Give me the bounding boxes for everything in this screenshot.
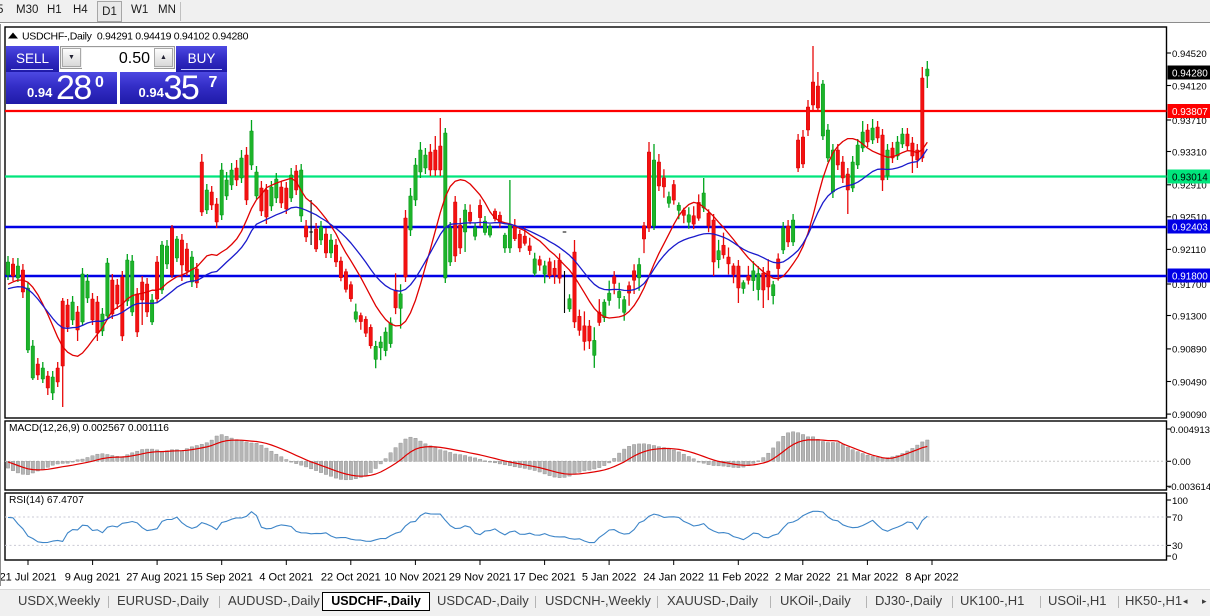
svg-text:0.94280: 0.94280 [1172, 68, 1208, 79]
svg-text:21 Mar 2022: 21 Mar 2022 [837, 572, 899, 584]
svg-text:11 Feb 2022: 11 Feb 2022 [708, 572, 769, 584]
svg-text:5 Jan 2022: 5 Jan 2022 [582, 572, 636, 584]
svg-text:0.90490: 0.90490 [1172, 377, 1207, 388]
svg-text:MACD(12,26,9) 0.002567 0.00111: MACD(12,26,9) 0.002567 0.001116 [9, 423, 169, 434]
svg-text:8 Apr 2022: 8 Apr 2022 [905, 572, 958, 584]
svg-text:USDCHF-,Daily 0.94291 0.94419: USDCHF-,Daily 0.94291 0.94419 0.94102 0.… [22, 31, 249, 43]
svg-text:0.94120: 0.94120 [1172, 81, 1207, 92]
svg-text:22 Oct 2021: 22 Oct 2021 [321, 572, 381, 584]
svg-text:0.93710: 0.93710 [1172, 116, 1207, 127]
svg-text:10 Nov 2021: 10 Nov 2021 [384, 572, 446, 584]
svg-text:0.94520: 0.94520 [1172, 49, 1207, 60]
svg-text:0.93807: 0.93807 [1172, 107, 1208, 118]
svg-text:24 Jan 2022: 24 Jan 2022 [643, 572, 704, 584]
svg-text:0.90090: 0.90090 [1172, 410, 1207, 421]
svg-text:0.93310: 0.93310 [1172, 147, 1207, 158]
svg-text:-0.003614: -0.003614 [1168, 482, 1210, 493]
svg-text:15 Sep 2021: 15 Sep 2021 [191, 572, 253, 584]
svg-text:0.92510: 0.92510 [1172, 213, 1207, 224]
svg-text:0.93014: 0.93014 [1172, 172, 1208, 183]
svg-text:0: 0 [1172, 552, 1177, 563]
svg-text:0.91300: 0.91300 [1172, 311, 1207, 322]
svg-text:0.91700: 0.91700 [1172, 280, 1207, 291]
svg-text:100: 100 [1172, 496, 1188, 507]
svg-text:0.90890: 0.90890 [1172, 345, 1207, 356]
svg-text:29 Nov 2021: 29 Nov 2021 [449, 572, 511, 584]
svg-text:9 Aug 2021: 9 Aug 2021 [65, 572, 121, 584]
svg-text:RSI(14) 67.4707: RSI(14) 67.4707 [9, 495, 84, 506]
svg-text:0.004913: 0.004913 [1170, 425, 1210, 436]
svg-text:4 Oct 2021: 4 Oct 2021 [259, 572, 313, 584]
svg-text:0.92403: 0.92403 [1172, 222, 1208, 233]
svg-text:27 Aug 2021: 27 Aug 2021 [126, 572, 188, 584]
svg-text:0.92110: 0.92110 [1172, 245, 1206, 256]
svg-text:0.92910: 0.92910 [1172, 181, 1207, 192]
svg-text:2 Mar 2022: 2 Mar 2022 [775, 572, 831, 584]
svg-text:17 Dec 2021: 17 Dec 2021 [513, 572, 575, 584]
svg-text:30: 30 [1172, 541, 1183, 552]
svg-text:0.91800: 0.91800 [1172, 271, 1208, 282]
svg-text:70: 70 [1172, 513, 1183, 524]
svg-text:0.00: 0.00 [1172, 457, 1191, 468]
svg-text:21 Jul 2021: 21 Jul 2021 [0, 572, 56, 584]
